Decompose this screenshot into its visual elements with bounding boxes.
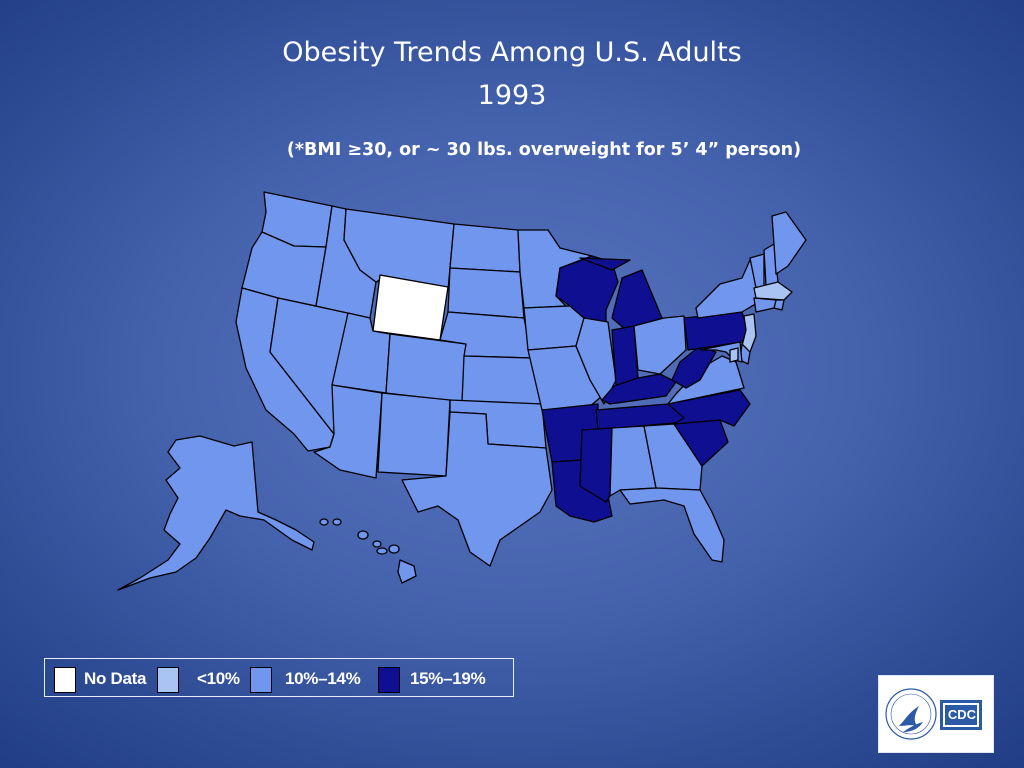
legend-swatch-15-19 <box>378 667 400 693</box>
legend-label-lt10: <10% <box>197 669 240 688</box>
legend-swatch-10-14 <box>250 667 272 693</box>
state-WV <box>671 345 717 389</box>
legend-label-10-14: 10%–14% <box>285 669 361 688</box>
state-NC <box>667 389 751 427</box>
state-IN <box>611 325 639 387</box>
state-CT <box>753 297 777 313</box>
state-NM <box>377 392 451 477</box>
state-SD <box>447 267 525 319</box>
chart-year: 1993 <box>477 80 547 111</box>
state-HI <box>319 518 417 584</box>
state-KS <box>461 355 543 405</box>
state-IA <box>523 305 585 351</box>
state-KY <box>601 373 677 405</box>
state-DC <box>729 347 739 363</box>
state-FL <box>619 487 725 563</box>
state-IL <box>575 317 617 405</box>
hhs-seal-icon <box>885 688 982 740</box>
legend-swatch-no-data <box>54 667 76 693</box>
chart-subtitle: (*BMI ≥30, or ~ 30 lbs. overweight for 5… <box>286 140 802 160</box>
state-GA <box>643 423 703 491</box>
legend: No Data <10% 10%–14% 15%–19% <box>44 658 514 697</box>
state-OH <box>633 315 687 375</box>
state-WY <box>372 274 449 341</box>
state-MA <box>753 281 793 301</box>
state-ND <box>449 223 521 273</box>
state-CO <box>385 333 467 403</box>
state-ME <box>771 211 807 275</box>
state-MS <box>579 427 613 503</box>
cdc-logo-text: CDC <box>947 707 977 722</box>
legend-swatch-lt10 <box>157 667 179 693</box>
legend-label-15-19: 15%–19% <box>410 669 486 688</box>
state-TX <box>401 411 553 567</box>
legend-label-no-data: No Data <box>84 669 147 688</box>
chart-title: Obesity Trends Among U.S. Adults <box>282 37 742 68</box>
cdc-logo: CDC <box>878 675 994 753</box>
state-AK <box>117 435 315 591</box>
